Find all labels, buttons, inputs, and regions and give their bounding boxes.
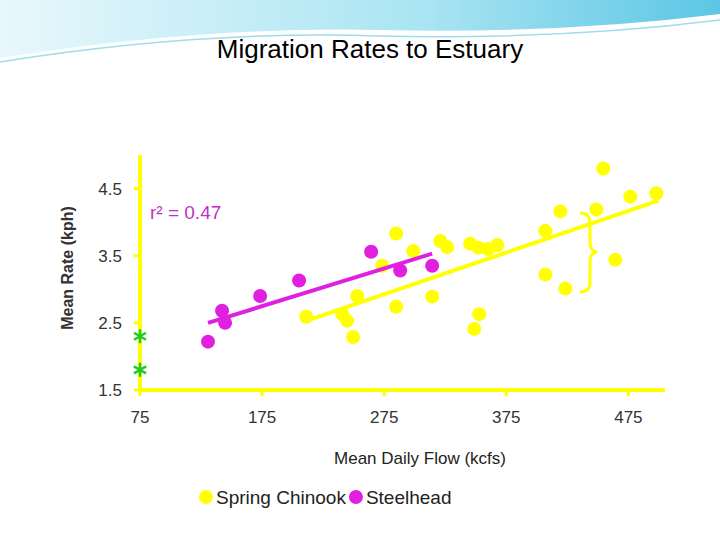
y-axis <box>138 155 142 390</box>
x-tick-label: 275 <box>370 408 398 427</box>
x-tick <box>261 390 264 396</box>
point <box>253 289 267 303</box>
point <box>623 190 637 204</box>
y-tick <box>134 187 140 190</box>
y-tick <box>134 254 140 257</box>
legend-label: Spring Chinook <box>216 487 346 508</box>
point <box>608 253 622 267</box>
reference-point <box>134 329 146 343</box>
y-tick-label: 2.5 <box>98 314 122 333</box>
point <box>490 238 504 252</box>
y-tick-label: 3.5 <box>98 247 122 266</box>
point <box>440 240 454 254</box>
x-tick <box>383 390 386 396</box>
x-axis <box>140 388 665 392</box>
point <box>406 244 420 258</box>
plot-area <box>134 161 663 376</box>
trend-line <box>208 254 432 323</box>
point <box>389 300 403 314</box>
annotation: r² = 0.47 <box>150 202 221 223</box>
y-axis-label: Mean Rate (kph) <box>59 206 76 330</box>
trend-line <box>306 201 658 321</box>
point <box>346 330 360 344</box>
point <box>389 227 403 241</box>
point <box>425 259 439 273</box>
x-tick <box>505 390 508 396</box>
bracket <box>580 213 597 292</box>
y-tick-label: 1.5 <box>98 381 122 400</box>
point <box>649 186 663 200</box>
x-tick <box>139 390 142 396</box>
x-tick-label: 75 <box>131 408 150 427</box>
point <box>467 322 481 336</box>
point <box>596 161 610 175</box>
legend-label: Steelhead <box>366 487 452 508</box>
y-tick-label: 4.5 <box>98 180 122 199</box>
x-tick-label: 175 <box>248 408 276 427</box>
x-tick-label: 475 <box>614 408 642 427</box>
point <box>299 310 313 324</box>
x-tick <box>627 390 630 396</box>
point <box>425 290 439 304</box>
title: Migration Rates to Estuary <box>217 34 523 64</box>
legend-marker <box>349 490 363 504</box>
point <box>558 282 572 296</box>
x-tick-label: 375 <box>492 408 520 427</box>
chart: Migration Rates to Estuary Mean Rate (kph… <box>0 0 720 540</box>
point <box>472 307 486 321</box>
reference-point <box>134 363 146 377</box>
y-tick <box>134 321 140 324</box>
point <box>292 274 306 288</box>
point <box>340 314 354 328</box>
point <box>589 202 603 216</box>
point <box>364 245 378 259</box>
point <box>201 335 215 349</box>
point <box>553 204 567 218</box>
point <box>538 268 552 282</box>
legend-marker <box>199 490 213 504</box>
x-axis-label: Mean Daily Flow (kcfs) <box>334 449 506 468</box>
